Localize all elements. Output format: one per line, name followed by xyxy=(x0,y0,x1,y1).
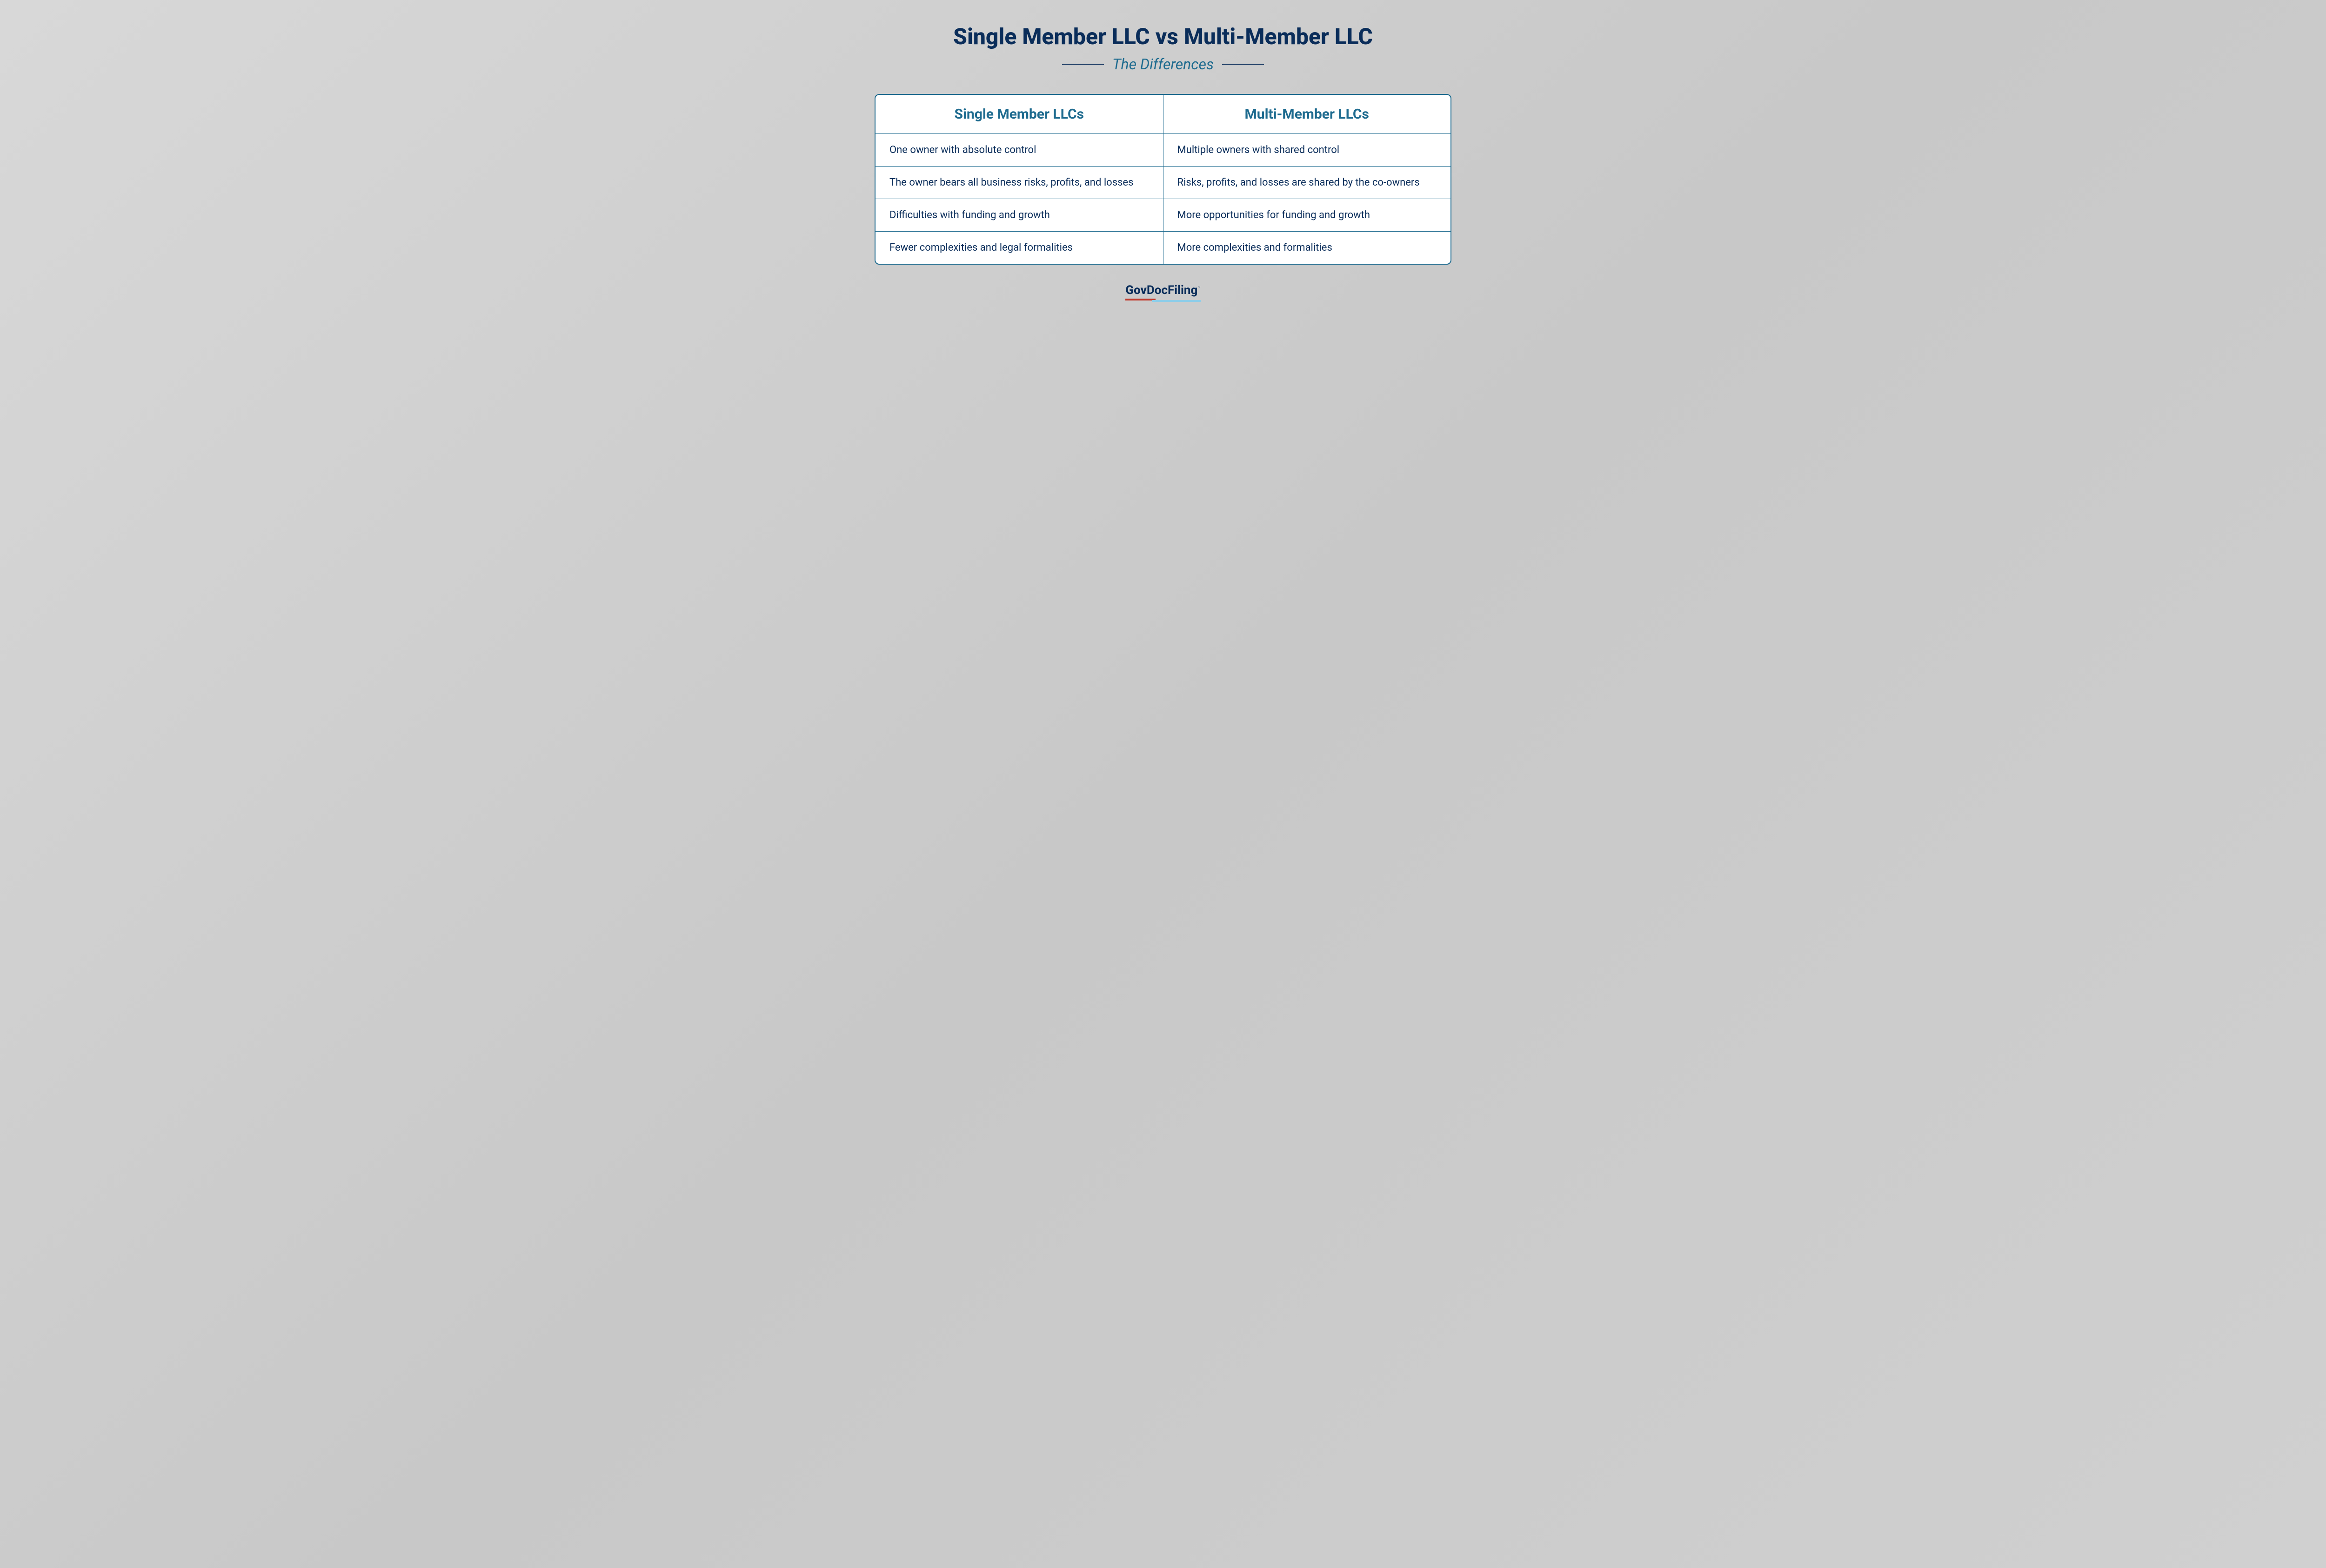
rule-right xyxy=(1222,64,1264,65)
table-header-row: Single Member LLCs Multi-Member LLCs xyxy=(876,95,1450,134)
comparison-table: Single Member LLCs Multi-Member LLCs One… xyxy=(875,94,1451,265)
table-cell: One owner with absolute control xyxy=(876,134,1163,167)
table-cell: Fewer complexities and legal formalities xyxy=(876,232,1163,264)
page-title: Single Member LLC vs Multi-Member LLC xyxy=(953,23,1373,50)
table-row: Difficulties with funding and growth Mor… xyxy=(876,199,1450,232)
logo-text-gov: Gov xyxy=(1125,283,1146,297)
column-header-right: Multi-Member LLCs xyxy=(1163,95,1451,134)
logo-container: GovDocFiling™ xyxy=(1125,283,1200,301)
table-cell: The owner bears all business risks, prof… xyxy=(876,167,1163,199)
logo-underline-red xyxy=(1125,299,1155,300)
rule-left xyxy=(1062,64,1104,65)
table-cell: More complexities and formalities xyxy=(1163,232,1451,264)
logo-text-docfiling: DocFiling xyxy=(1147,283,1197,297)
table-row: One owner with absolute control Multiple… xyxy=(876,134,1450,167)
subtitle-container: The Differences xyxy=(1062,55,1264,73)
page-subtitle: The Differences xyxy=(1112,55,1214,73)
logo-underline-blue xyxy=(1152,300,1201,302)
table-cell: More opportunities for funding and growt… xyxy=(1163,199,1451,232)
table-row: Fewer complexities and legal formalities… xyxy=(876,232,1450,264)
column-header-left: Single Member LLCs xyxy=(876,95,1163,134)
table-cell: Risks, profits, and losses are shared by… xyxy=(1163,167,1451,199)
table-row: The owner bears all business risks, prof… xyxy=(876,167,1450,199)
table-cell: Multiple owners with shared control xyxy=(1163,134,1451,167)
logo-underline xyxy=(1125,299,1200,301)
table-cell: Difficulties with funding and growth xyxy=(876,199,1163,232)
logo-tm: ™ xyxy=(1197,286,1200,291)
brand-logo: GovDocFiling™ xyxy=(1125,283,1200,301)
